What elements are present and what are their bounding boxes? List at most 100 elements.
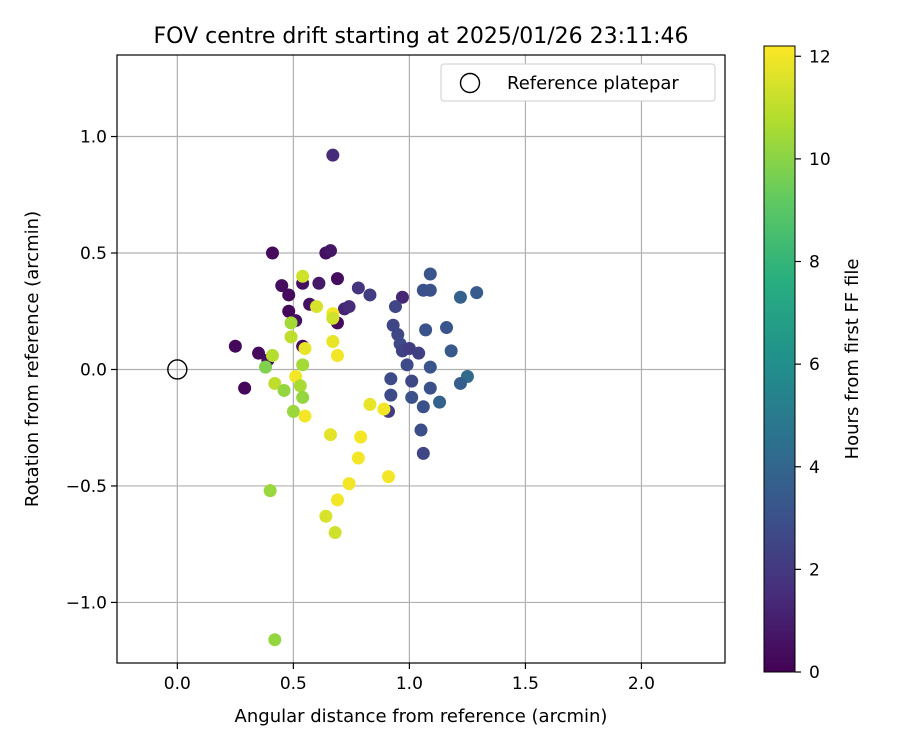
data-point — [298, 409, 312, 423]
legend-label: Reference platepar — [507, 73, 679, 94]
data-point — [412, 346, 426, 360]
data-point — [319, 509, 333, 523]
data-point — [323, 244, 337, 258]
data-point — [310, 300, 324, 314]
data-point — [377, 402, 391, 416]
x-tick-label: 2.0 — [628, 674, 655, 694]
data-point — [330, 349, 344, 363]
chart-title: FOV centre drift starting at 2025/01/26 … — [154, 24, 689, 49]
data-point — [268, 376, 282, 390]
data-point — [265, 246, 279, 260]
data-point — [263, 484, 277, 498]
data-point — [453, 376, 467, 390]
data-point — [416, 400, 430, 414]
colorbar-tick-label: 0 — [809, 663, 820, 683]
data-point — [388, 300, 402, 314]
colorbar-tick-label: 6 — [809, 355, 820, 375]
data-point — [326, 335, 340, 349]
data-point — [228, 339, 242, 353]
y-tick-label: 0.5 — [80, 244, 107, 264]
data-point — [277, 383, 291, 397]
data-point — [275, 279, 289, 293]
data-point — [265, 349, 279, 363]
colorbar-tick-label: 4 — [809, 458, 820, 478]
data-point — [414, 423, 428, 437]
data-point — [312, 276, 326, 290]
data-point — [419, 323, 433, 337]
data-point — [326, 148, 340, 162]
data-point — [238, 381, 252, 395]
data-point — [330, 272, 344, 286]
data-point — [470, 286, 484, 300]
y-tick-label: 1.0 — [80, 128, 107, 148]
data-point — [326, 311, 340, 325]
data-point — [423, 360, 437, 374]
grid — [117, 55, 725, 663]
y-axis-ticks: −1.0 −0.5 0.0 0.5 1.0 — [66, 128, 117, 613]
data-point — [284, 330, 298, 344]
data-point — [298, 342, 312, 356]
colorbar-tick-label: 2 — [809, 560, 820, 580]
data-point — [342, 477, 356, 491]
colorbar-gradient — [763, 45, 796, 673]
colorbar-tick-label: 10 — [809, 150, 831, 170]
data-point — [351, 451, 365, 465]
y-tick-label: −1.0 — [66, 593, 107, 613]
data-point — [328, 526, 342, 540]
y-tick-label: 0.0 — [80, 360, 107, 380]
data-point — [284, 316, 298, 330]
data-point — [282, 304, 296, 318]
data-point — [416, 446, 430, 460]
x-tick-label: 0.0 — [164, 674, 191, 694]
data-point — [453, 290, 467, 304]
x-tick-label: 1.0 — [396, 674, 423, 694]
x-tick-label: 1.5 — [512, 674, 539, 694]
data-point — [259, 360, 273, 374]
data-point — [423, 381, 437, 395]
data-point — [423, 267, 437, 281]
data-point — [405, 390, 419, 404]
data-point — [268, 633, 282, 647]
data-point — [433, 395, 447, 409]
colorbar: 0 2 4 6 8 10 12 Hours from first FF file — [763, 45, 863, 683]
legend-reference-marker — [459, 72, 481, 94]
data-point — [351, 281, 365, 295]
data-point — [296, 390, 310, 404]
legend: Reference platepar — [440, 63, 716, 102]
data-point — [363, 288, 377, 302]
legend-box — [440, 63, 716, 102]
data-point — [323, 428, 337, 442]
data-point — [252, 346, 266, 360]
data-point — [354, 430, 368, 444]
x-axis-ticks: 0.0 0.5 1.0 1.5 2.0 — [164, 663, 655, 694]
data-point — [395, 290, 409, 304]
data-point — [296, 358, 310, 372]
x-axis-label: Angular distance from reference (arcmin) — [235, 706, 608, 727]
data-point — [293, 379, 307, 393]
data-point — [330, 493, 344, 507]
colorbar-tick-label: 8 — [809, 253, 820, 273]
data-point — [400, 358, 414, 372]
data-point — [382, 470, 396, 484]
data-point — [405, 374, 419, 388]
x-tick-label: 0.5 — [280, 674, 307, 694]
data-point — [296, 269, 310, 283]
data-point — [444, 344, 458, 358]
data-point — [423, 283, 437, 297]
data-point — [363, 397, 377, 411]
plot-frame — [116, 54, 726, 664]
colorbar-ticks: 0 2 4 6 8 10 12 — [795, 47, 831, 683]
data-point — [440, 321, 454, 335]
reference-point-marker — [167, 359, 188, 380]
points-layer — [167, 148, 484, 647]
data-point — [384, 372, 398, 386]
y-axis-label: Rotation from reference (arcmin) — [22, 211, 43, 507]
y-tick-label: −0.5 — [66, 477, 107, 497]
data-point — [282, 288, 296, 302]
data-point — [342, 300, 356, 314]
colorbar-tick-label: 12 — [809, 47, 831, 67]
data-point — [286, 404, 300, 418]
colorbar-label: Hours from first FF file — [842, 259, 863, 460]
data-point — [384, 388, 398, 402]
